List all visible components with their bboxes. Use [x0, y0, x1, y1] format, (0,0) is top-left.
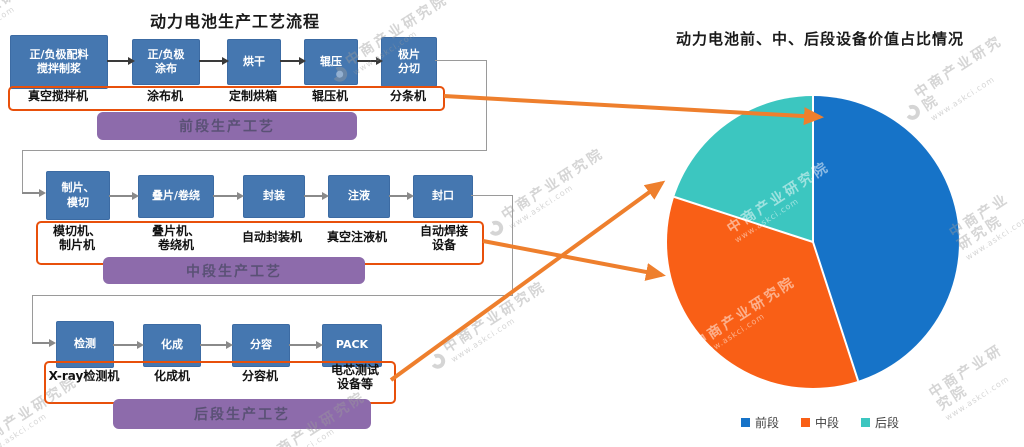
- step-electrolyte-injection: 注液: [328, 175, 390, 218]
- equipment-label: 真空搅拌机: [27, 89, 89, 103]
- arrow-right-icon: [357, 57, 383, 65]
- legend-label: 前段: [754, 416, 779, 430]
- legend-label: 后段: [875, 416, 900, 430]
- askci-logo: [485, 217, 506, 239]
- equipment-label: 自动封装机: [241, 230, 303, 244]
- arrow-right-icon: [107, 57, 135, 65]
- connector-line: [22, 150, 23, 193]
- step-rolling: 辊压: [304, 39, 358, 85]
- arrow-right-icon: [280, 57, 306, 65]
- pie-title: 动力电池前、中、后段设备价值占比情况: [675, 30, 964, 48]
- equipment-label: 定制烘箱: [228, 89, 278, 103]
- flowchart-title: 动力电池生产工艺流程: [149, 12, 320, 31]
- equipment-label: 真空注液机: [326, 230, 388, 244]
- legend-item-front: 前段: [740, 414, 779, 431]
- legend: 前段 中段 后段: [630, 414, 1010, 431]
- connector-line: [486, 60, 487, 150]
- equipment-label: 辊压机: [311, 89, 349, 103]
- step-slitting: 极片 分切: [381, 37, 437, 87]
- legend-swatch-rear: [861, 418, 870, 427]
- arrow-right-icon: [200, 341, 233, 349]
- connector-line: [32, 295, 33, 343]
- connector-arrow-icon: [32, 339, 56, 347]
- equipment-label: 模切机、 制片机: [52, 224, 102, 253]
- pie-area: [667, 96, 959, 388]
- askci-logo: [427, 350, 448, 372]
- step-coating: 正/负极 涂布: [132, 39, 200, 85]
- equipment-label: 电芯测试 设备等: [330, 363, 380, 392]
- connector-line: [435, 60, 486, 61]
- step-sealing: 封口: [413, 175, 473, 218]
- connector-line: [512, 195, 513, 295]
- legend-swatch-front: [740, 418, 750, 427]
- step-pack: PACK: [322, 324, 382, 367]
- arrow-right-icon: [213, 192, 244, 200]
- equipment-label: 分容机: [241, 369, 279, 383]
- equipment-label: 叠片机、 卷绕机: [151, 224, 201, 253]
- stage-banner-rear: 后段生产工艺: [113, 399, 371, 429]
- pie-slice-divider: [812, 96, 814, 242]
- connector-line: [471, 195, 512, 196]
- connector-arrow-icon: [22, 189, 46, 197]
- equipment-label: 分条机: [389, 89, 427, 103]
- arrow-right-icon: [113, 341, 144, 349]
- arrow-right-icon: [389, 192, 414, 200]
- connector-line: [32, 295, 513, 296]
- arrow-right-icon: [304, 192, 329, 200]
- arrow-right-icon: [289, 341, 323, 349]
- arrow-right-icon: [199, 57, 229, 65]
- step-testing: 检测: [56, 321, 114, 368]
- connector-line: [22, 150, 487, 151]
- equipment-label: 自动焊接 设备: [419, 224, 469, 253]
- step-packaging: 封装: [243, 175, 305, 218]
- legend-swatch-middle: [800, 418, 810, 427]
- equipment-label: 化成机: [153, 369, 191, 383]
- step-drying: 烘干: [227, 39, 281, 85]
- stage-banner-front: 前段生产工艺: [97, 112, 357, 140]
- stage-banner-middle: 中段生产工艺: [103, 257, 365, 284]
- equipment-label: 涂布机: [146, 89, 184, 103]
- arrow-right-icon: [109, 192, 139, 200]
- legend-item-rear: 后段: [861, 414, 899, 431]
- legend-item-middle: 中段: [800, 414, 839, 431]
- step-stacking-winding: 叠片/卷绕: [138, 175, 214, 218]
- legend-label: 中段: [814, 416, 839, 430]
- pie-link-arrow-middle: [482, 239, 666, 281]
- equipment-label: X-ray检测机: [48, 369, 120, 383]
- step-mixing: 正/负极配料 搅拌制浆: [10, 35, 108, 89]
- step-sheeting-diecutting: 制片、 模切: [46, 171, 110, 220]
